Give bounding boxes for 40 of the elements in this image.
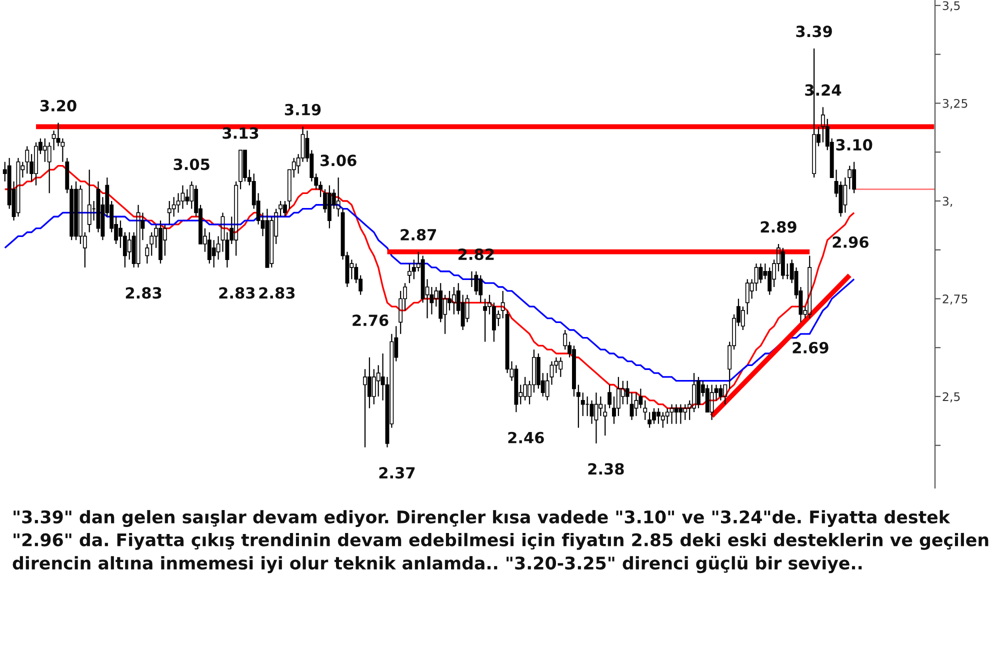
text: 2.87 [400, 228, 436, 241]
text: 2.83 [219, 287, 255, 299]
text: 2.83 [259, 287, 295, 299]
candlestick [465, 294, 470, 323]
candlestick [216, 236, 220, 260]
text: 2.37 [379, 467, 415, 479]
candlestick [594, 392, 598, 444]
text: 2.69 [792, 342, 828, 354]
candlestick [630, 392, 634, 421]
text: 3.19 [284, 104, 321, 116]
text: 3.39 [796, 26, 832, 38]
y-tick-label: 3,25 [942, 98, 968, 110]
y-tick-label: 2,75 [942, 294, 968, 305]
text: 3.13 [222, 127, 258, 139]
candlestick [758, 262, 763, 284]
text: 2.83 [126, 287, 162, 299]
text: 3.20 [40, 100, 76, 112]
text: 2.89 [760, 221, 796, 233]
candlestick [754, 262, 758, 292]
y-tick-label: 3,5 [942, 1, 960, 12]
y-tick-label: 2,5 [942, 392, 960, 402]
candlestick [300, 126, 305, 162]
text: "3.39" dan gelen saışlar devam ediyor. Dirençler kısa vadede "3.10" ve "3.24"de. Fiyatta destek "2.96" da. Fiyatta çıkış trendinin devam edebilmesi için fiyatın 2.85 deki eski desteklerin ve geçilen direncin altına inmemesi iyi olur teknik anlamda.. "3.20-3.25" direnci güçlü bir seviye.. [12, 510, 988, 574]
candlestick [136, 204, 140, 268]
candlestick [16, 157, 20, 218]
candlestick [634, 392, 638, 417]
text: 2.46 [508, 432, 544, 444]
text: 3.06 [320, 154, 356, 166]
text: 2.38 [588, 463, 624, 475]
text: 2.76 [352, 314, 388, 326]
candlestick [176, 192, 180, 214]
candlestick [430, 286, 434, 315]
text: 3.10 [836, 139, 872, 151]
candlestick [670, 404, 674, 424]
text: 2.96 [832, 236, 868, 248]
y-tick-label: 3, [942, 196, 952, 207]
candlestick [554, 356, 558, 374]
text: 3.05 [174, 158, 210, 170]
candlestick [180, 184, 185, 210]
candlestick [718, 384, 723, 401]
